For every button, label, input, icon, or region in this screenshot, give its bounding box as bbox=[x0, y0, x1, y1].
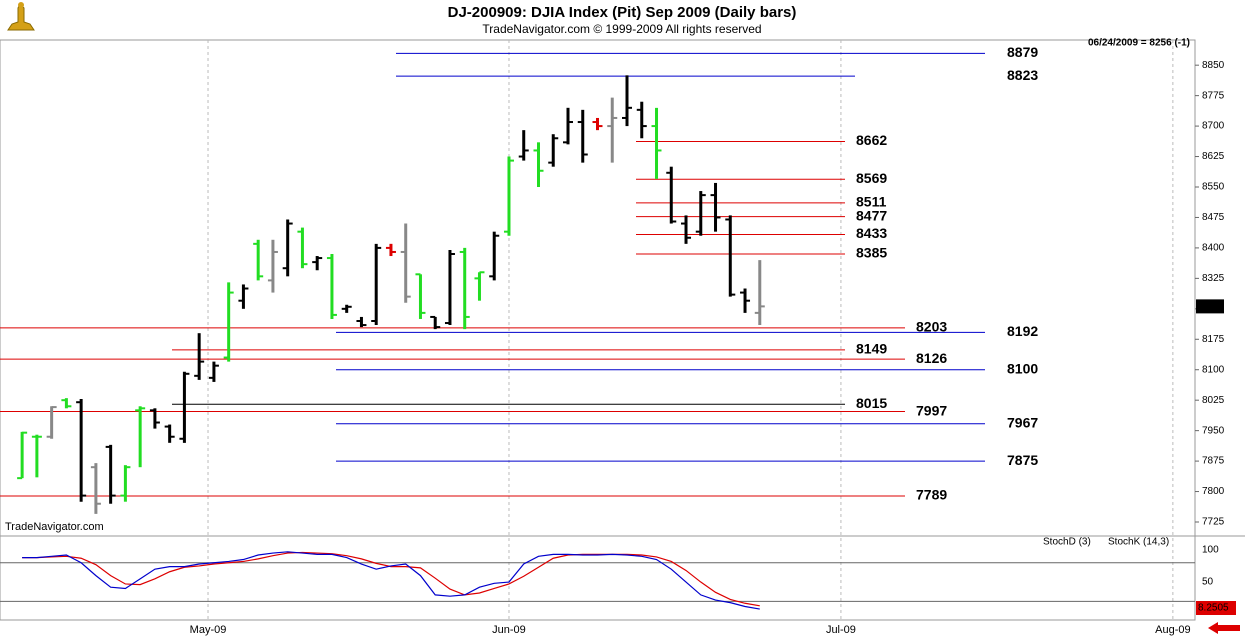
last-price-box bbox=[1196, 299, 1224, 314]
chart-title: DJ-200909: DJIA Index (Pit) Sep 2009 (Da… bbox=[448, 4, 797, 21]
y-tick-label: 8700 bbox=[1202, 121, 1225, 132]
level-label: 8477 bbox=[856, 207, 887, 223]
y-tick-label: 8325 bbox=[1202, 273, 1225, 284]
last-value-box bbox=[1196, 601, 1236, 615]
level-label: 8015 bbox=[856, 395, 887, 411]
scroll-arrow[interactable] bbox=[1208, 622, 1240, 634]
y-tick-label: 7725 bbox=[1202, 517, 1225, 528]
chart-subtitle: TradeNavigator.com © 1999-2009 All right… bbox=[482, 22, 761, 36]
y-tick-label: 50 bbox=[1202, 577, 1214, 588]
level-label: 8192 bbox=[1007, 323, 1038, 339]
level-label: 8385 bbox=[856, 245, 887, 261]
y-tick-label: 8175 bbox=[1202, 334, 1225, 345]
level-label: 8823 bbox=[1007, 67, 1038, 83]
y-tick-label: 7800 bbox=[1202, 486, 1225, 497]
stoch-line bbox=[22, 551, 760, 607]
level-label: 8100 bbox=[1007, 360, 1038, 376]
x-tick-label: Aug-09 bbox=[1155, 624, 1190, 636]
legend-entry: StochK (14,3) bbox=[1108, 537, 1169, 548]
last-price: 8256 bbox=[1198, 301, 1221, 312]
y-tick-label: 8775 bbox=[1202, 90, 1225, 101]
y-tick-label: 8100 bbox=[1202, 364, 1225, 375]
x-tick-label: Jun-09 bbox=[492, 624, 526, 636]
logo bbox=[7, 2, 35, 31]
x-tick-label: May-09 bbox=[190, 624, 227, 636]
watermark: TradeNavigator.com bbox=[5, 521, 104, 533]
level-label: 7967 bbox=[1007, 414, 1038, 430]
y-tick-label: 8550 bbox=[1202, 182, 1225, 193]
level-label: 8511 bbox=[856, 194, 887, 210]
level-label: 8662 bbox=[856, 132, 887, 148]
y-tick-label: 100 bbox=[1202, 545, 1219, 556]
legend-entry: StochD (3) bbox=[1043, 537, 1091, 548]
level-label: 8126 bbox=[916, 350, 947, 366]
y-tick-label: 8850 bbox=[1202, 60, 1225, 71]
level-label: 8569 bbox=[856, 170, 887, 186]
plot-frame bbox=[0, 39, 1196, 621]
y-tick-label: 8400 bbox=[1202, 243, 1225, 254]
level-label: 7997 bbox=[916, 402, 947, 418]
y-tick-label: 8475 bbox=[1202, 212, 1225, 223]
stoch-line bbox=[22, 551, 760, 610]
level-label: 7789 bbox=[916, 487, 947, 503]
annotation: 06/24/2009 = 8256 (-1) bbox=[1088, 38, 1190, 49]
y-tick-label: 7950 bbox=[1202, 425, 1225, 436]
y-tick-label: 8025 bbox=[1202, 395, 1225, 406]
y-tick-label: 8625 bbox=[1202, 151, 1225, 162]
level-label: 7875 bbox=[1007, 452, 1038, 468]
level-label: 8433 bbox=[856, 225, 887, 241]
last-value: 8.2505 bbox=[1198, 603, 1229, 614]
y-tick-label: 7875 bbox=[1202, 456, 1225, 467]
level-label: 8879 bbox=[1007, 44, 1038, 60]
x-tick-label: Jul-09 bbox=[826, 624, 856, 636]
level-label: 8203 bbox=[916, 319, 947, 335]
level-label: 8149 bbox=[856, 341, 887, 357]
